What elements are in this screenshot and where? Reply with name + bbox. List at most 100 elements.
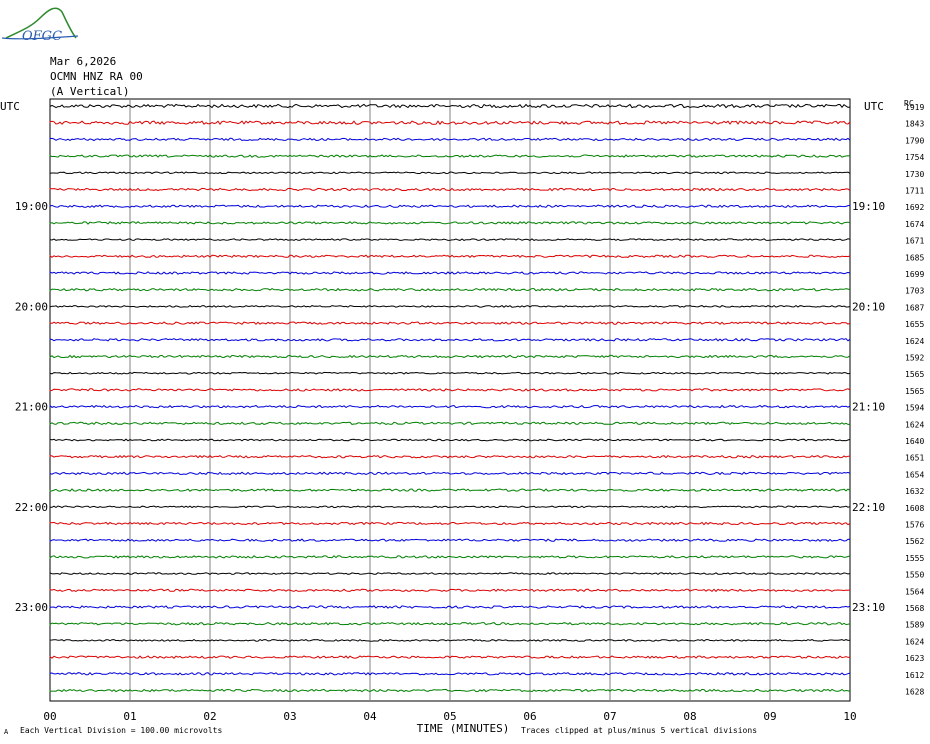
x-tick-label: 00: [43, 710, 56, 723]
trace-row: [49, 103, 851, 109]
left-time-label: 21:00: [15, 401, 48, 414]
scale-note: Each Vertical Division = 100.00 microvol…: [20, 726, 222, 735]
left-time-label: 19:00: [15, 200, 48, 213]
logo-mountain-shape: [5, 7, 77, 39]
ofgc-logo: OFGC: [1, 7, 79, 44]
rms-value: 1703: [905, 287, 924, 296]
rms-value: 1687: [905, 303, 924, 312]
trace-row: [49, 221, 851, 225]
right-time-label: 23:10: [852, 601, 885, 614]
trace-row: [49, 605, 851, 609]
rms-value: 1589: [905, 621, 924, 630]
recording-date: Mar 6,2026: [50, 55, 117, 68]
trace-row: [49, 438, 851, 442]
rms-value: 1624: [905, 637, 924, 646]
rms-value: 1565: [905, 370, 924, 379]
trace-row: [49, 120, 851, 126]
trace-row: [49, 538, 851, 543]
left-utc-header: UTC: [0, 100, 20, 113]
rms-value: 1594: [905, 404, 924, 413]
trace-row: [49, 321, 851, 325]
rms-value: 1608: [905, 504, 924, 513]
trace-row: [49, 204, 851, 208]
clip-note: Traces clipped at plus/minus 5 vertical …: [521, 726, 757, 735]
trace-row: [49, 421, 851, 426]
axis-labels: UTC UTC RC 19:00 20:00 21:00 22:00 23:00 19:10 20…: [0, 99, 924, 735]
x-tick-label: 10: [843, 710, 856, 723]
trace-row: [49, 621, 851, 626]
rms-value: 1790: [905, 136, 924, 145]
trace-row: [49, 454, 850, 459]
rms-value: 1628: [905, 688, 924, 697]
right-time-label: 22:10: [852, 501, 885, 514]
trace-row: [49, 655, 851, 659]
time-grid: [49, 98, 851, 702]
rms-value: 1550: [905, 571, 924, 580]
trace-row: [49, 354, 851, 359]
rms-value: 1651: [905, 454, 924, 463]
x-tick-label: 08: [683, 710, 696, 723]
trace-row: [49, 371, 851, 375]
seismic-traces: [49, 103, 851, 693]
trace-row: [49, 639, 851, 642]
rms-value: 1555: [905, 554, 924, 563]
right-time-label: 20:10: [852, 300, 885, 313]
trace-row: [49, 304, 851, 308]
rms-value: 1568: [905, 604, 924, 613]
x-axis-label: TIME (MINUTES): [417, 722, 510, 735]
rms-value: 1843: [905, 120, 924, 129]
x-tick-label: 05: [443, 710, 456, 723]
rms-value: 1640: [905, 437, 924, 446]
trace-row: [49, 137, 851, 142]
left-time-label: 20:00: [15, 300, 48, 313]
logo-wave-shape: [1, 35, 79, 40]
trace-row: [49, 404, 851, 409]
right-time-label: 19:10: [852, 200, 885, 213]
x-tick-label: 06: [523, 710, 536, 723]
x-tick-label: 04: [363, 710, 377, 723]
rms-value: 1592: [905, 354, 924, 363]
rms-value: 1632: [905, 487, 924, 496]
trace-row: [49, 555, 851, 559]
component-label: (A Vertical): [50, 85, 130, 98]
rms-value: 1612: [905, 671, 924, 680]
rms-value: 1692: [905, 203, 924, 212]
trace-row: [49, 287, 851, 292]
trace-row: [49, 471, 851, 476]
trace-row: [49, 688, 851, 693]
x-tick-label: 02: [203, 710, 216, 723]
footer-marker: A: [4, 728, 9, 736]
x-tick-label: 09: [763, 710, 776, 723]
trace-row: [49, 171, 851, 175]
rms-value: 1564: [905, 587, 924, 596]
rms-value: 1730: [905, 170, 924, 179]
trace-row: [49, 254, 851, 259]
rms-value: 1562: [905, 537, 924, 546]
trace-row: [49, 388, 851, 392]
rms-header: RC: [904, 99, 914, 108]
rms-value: 1655: [905, 320, 924, 329]
trace-row: [49, 271, 851, 275]
trace-row: [49, 505, 851, 509]
rms-value: 1671: [905, 237, 924, 246]
rms-value: 1674: [905, 220, 924, 229]
rms-value: 1624: [905, 420, 924, 429]
trace-row: [49, 521, 851, 526]
rms-value: 1654: [905, 470, 924, 479]
left-time-label: 22:00: [15, 501, 48, 514]
trace-row: [49, 588, 851, 593]
rms-value: 1711: [905, 187, 924, 196]
rms-value: 1919: [905, 103, 924, 112]
right-utc-header: UTC: [864, 100, 884, 113]
x-tick-label: 07: [603, 710, 616, 723]
x-tick-label: 03: [283, 710, 296, 723]
rms-value: 1565: [905, 387, 924, 396]
rms-value: 1754: [905, 153, 924, 162]
left-time-label: 23:00: [15, 601, 48, 614]
logo-text: OFGC: [22, 29, 62, 44]
rms-value: 1685: [905, 253, 924, 262]
rms-value: 1623: [905, 654, 924, 663]
rms-value: 1624: [905, 337, 924, 346]
x-tick-label: 01: [123, 710, 136, 723]
trace-row: [49, 571, 851, 576]
